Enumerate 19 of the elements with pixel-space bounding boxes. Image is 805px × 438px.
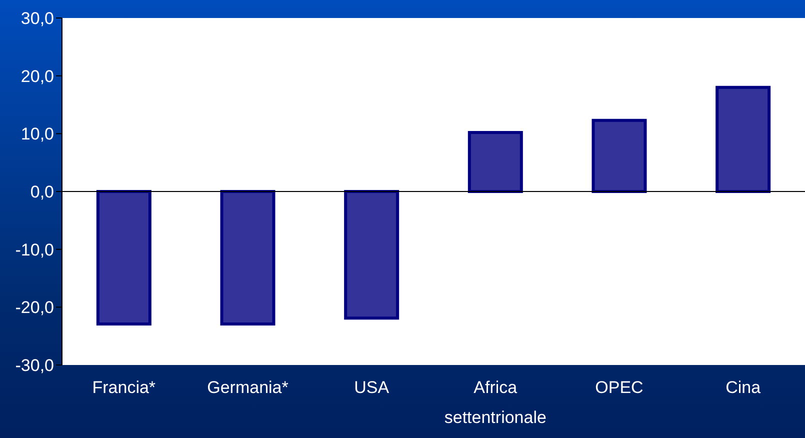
bar [468,131,523,193]
x-tick-label: Cina [726,378,762,397]
y-tick-label: -20,0 [15,298,54,318]
y-tick-label: -10,0 [15,240,54,260]
y-tick-label: 10,0 [20,124,54,144]
x-tick-label: Germania* [207,378,289,397]
x-tick-label: Francia* [92,378,156,397]
bar [344,190,400,320]
y-tick-label: 0,0 [30,182,54,202]
x-tick-label: Africa settentrionale [444,378,546,427]
y-tick-label: 20,0 [20,66,54,86]
bar [592,118,647,193]
bar [96,190,152,326]
y-tick-label: -30,0 [15,356,54,376]
bar [220,190,276,326]
bar [716,86,771,193]
x-tick-label: OPEC [595,378,644,397]
x-tick-label: USA [354,378,390,397]
y-tick-label: 30,0 [20,9,54,28]
